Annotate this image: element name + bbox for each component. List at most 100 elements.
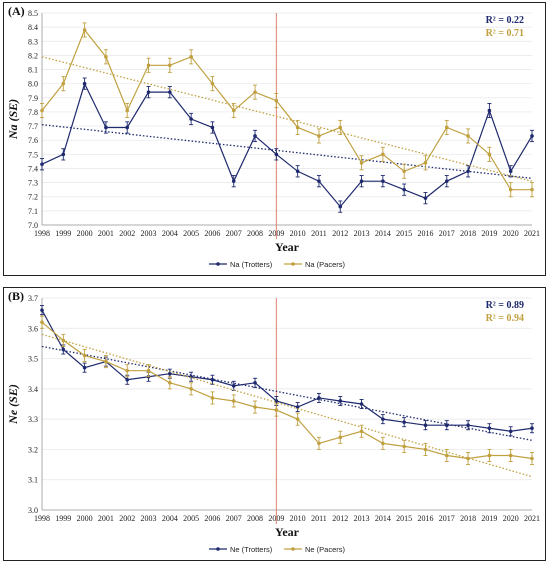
x-tick-label: 2020 xyxy=(503,229,519,238)
trendline-pacers xyxy=(41,333,533,478)
x-tick-label: 2001 xyxy=(98,229,114,238)
y-tick-label: 7.0 xyxy=(28,221,38,230)
data-point xyxy=(508,453,513,458)
y-tick-label: 3.2 xyxy=(28,445,38,454)
trendline-trotters xyxy=(41,345,533,441)
x-tick-label: 2018 xyxy=(460,229,476,238)
series-line-pacers xyxy=(41,321,533,460)
data-point xyxy=(146,90,151,94)
data-point xyxy=(487,152,492,157)
data-point xyxy=(381,417,385,421)
data-point xyxy=(61,152,66,157)
data-point xyxy=(295,125,300,130)
x-tick-label: 2011 xyxy=(311,514,327,523)
x-tick-label: 2014 xyxy=(375,229,391,238)
y-tick-label: 8.1 xyxy=(28,66,38,75)
chart-a-plot: 7.0 7.1 7.2 7.3 7.4 7.5 7.6 7.7 7.8 7.9 8.0 8.1 8.2 8… xyxy=(6,9,540,269)
y-tick-label: 7.1 xyxy=(28,207,38,216)
y-tick-label: 7.3 xyxy=(28,179,38,188)
data-point xyxy=(104,55,108,59)
x-tick-label: 2015 xyxy=(396,229,412,238)
data-point xyxy=(530,134,534,138)
data-point xyxy=(423,196,428,200)
y-axis-title: Na (SE) xyxy=(6,99,20,140)
x-axis-title: Year xyxy=(275,240,300,254)
data-point xyxy=(82,28,87,32)
x-tick-label: 2007 xyxy=(226,229,242,238)
data-point xyxy=(253,90,257,94)
x-tick-label: 2003 xyxy=(141,229,157,238)
legend-label-trotters: Na (Trotters) xyxy=(230,260,273,269)
x-tick-label: 2006 xyxy=(204,229,220,238)
x-tick-label: 2008 xyxy=(247,229,263,238)
data-point xyxy=(82,365,87,370)
data-point xyxy=(338,399,343,403)
x-tick-label: 2010 xyxy=(290,229,306,238)
x-tick-label: 2016 xyxy=(417,514,433,523)
y-axis-title: Ne (SE) xyxy=(6,384,20,425)
legend-marker-trotters xyxy=(216,547,220,551)
x-tick-label: 2005 xyxy=(183,229,199,238)
data-point xyxy=(82,81,87,86)
x-tick-label: 1999 xyxy=(55,229,71,238)
trendline-trotters xyxy=(41,124,533,180)
data-point xyxy=(466,456,470,461)
data-point xyxy=(359,161,364,165)
x-tick-label: 2000 xyxy=(77,229,93,238)
x-axis-title: Year xyxy=(275,525,300,539)
data-point xyxy=(168,63,172,68)
x-tick-label: 1998 xyxy=(34,229,50,238)
data-point xyxy=(530,426,534,431)
data-point xyxy=(146,63,151,68)
data-point xyxy=(125,108,130,113)
data-point xyxy=(210,377,215,382)
data-point xyxy=(402,169,406,174)
data-point xyxy=(210,125,215,130)
legend-label-trotters: Ne (Trotters) xyxy=(230,545,273,554)
data-point xyxy=(231,179,236,183)
y-tick-label: 3.1 xyxy=(28,476,38,485)
y-tick-label: 3.6 xyxy=(28,324,38,333)
series-line-pacers xyxy=(41,28,532,191)
data-point xyxy=(359,179,364,183)
data-point xyxy=(508,429,513,434)
data-point xyxy=(168,381,172,385)
data-point xyxy=(317,179,321,183)
x-tick-label: 2019 xyxy=(481,514,497,523)
x-tick-label: 2005 xyxy=(183,514,199,523)
data-point xyxy=(189,117,193,121)
data-point xyxy=(444,125,449,130)
data-point xyxy=(295,405,300,409)
chart-b-plot: 3.0 3.1 3.2 3.3 3.4 3.5 3.6 3.7 1998 1999 2000 2001… xyxy=(6,294,540,554)
data-point xyxy=(317,396,321,400)
data-point xyxy=(295,417,300,421)
legend-marker-pacers xyxy=(291,262,295,266)
r2-label-trotters: R² = 0.89 xyxy=(486,300,524,311)
data-point xyxy=(466,169,470,174)
data-point xyxy=(530,456,534,461)
x-tick-label: 2021 xyxy=(524,514,540,523)
data-point xyxy=(104,125,108,130)
y-tick-label: 7.8 xyxy=(28,108,38,117)
data-point xyxy=(125,377,130,382)
y-tick-label: 7.4 xyxy=(28,164,38,173)
data-point xyxy=(402,444,406,449)
data-point xyxy=(487,426,492,431)
y-tick-label: 8.0 xyxy=(28,80,38,89)
y-tick-label: 3.7 xyxy=(28,294,38,303)
data-point xyxy=(381,152,385,157)
x-tick-label: 2017 xyxy=(439,229,455,238)
data-point xyxy=(423,447,428,452)
data-point xyxy=(444,179,449,183)
data-point xyxy=(508,169,513,174)
y-tick-label: 3.5 xyxy=(28,355,38,364)
data-point xyxy=(423,161,428,165)
panel-label: (A) xyxy=(8,4,25,18)
x-tick-label: 2000 xyxy=(77,514,93,523)
data-point xyxy=(231,108,236,113)
x-tick-label: 2002 xyxy=(119,514,135,523)
y-tick-label: 8.2 xyxy=(28,51,38,60)
x-tick-label: 2014 xyxy=(375,514,391,523)
data-point xyxy=(381,441,385,446)
data-point xyxy=(125,368,130,373)
